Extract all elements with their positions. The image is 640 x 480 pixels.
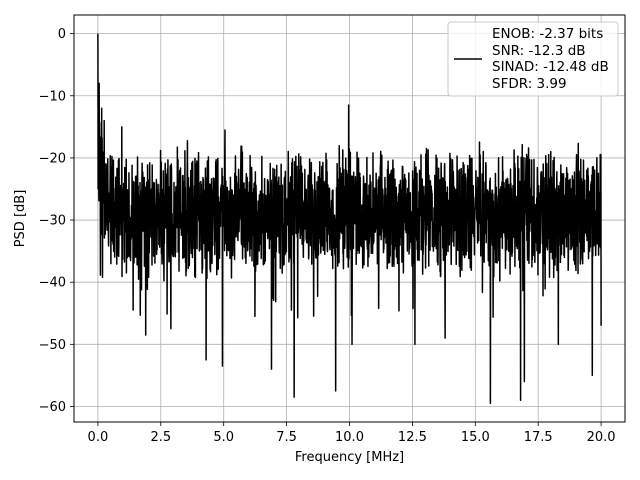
legend-box bbox=[447, 21, 619, 97]
x-tick-label: 7.5 bbox=[276, 430, 297, 445]
series-group bbox=[97, 33, 602, 405]
y-tick-label: −10 bbox=[39, 89, 66, 104]
x-axis-label: Frequency [MHz] bbox=[295, 450, 404, 465]
y-tick-label: −40 bbox=[39, 276, 66, 291]
x-tick-label: 20.0 bbox=[587, 430, 616, 445]
y-tick-label: −30 bbox=[39, 214, 66, 229]
y-tick-label: −50 bbox=[39, 338, 66, 353]
legend-entry-sfdr: SFDR: 3.99 bbox=[492, 76, 567, 92]
x-tick-label: 12.5 bbox=[398, 430, 427, 445]
x-tick-label: 5.0 bbox=[213, 430, 234, 445]
series-line bbox=[97, 33, 602, 405]
x-axis: 0.0 2.5 5.0 7.5 10.0 12.5 15.0 17.5 20.0 bbox=[88, 422, 616, 445]
y-tick-label: 0 bbox=[58, 27, 66, 42]
legend-entry-sinad: SINAD: -12.48 dB bbox=[492, 59, 609, 75]
x-tick-label: 0.0 bbox=[88, 430, 109, 445]
y-tick-label: −20 bbox=[39, 151, 66, 166]
legend: ENOB: -2.37 bits SNR: -12.3 dB SINAD: -1… bbox=[447, 21, 619, 97]
y-axis-label: PSD [dB] bbox=[13, 190, 28, 248]
legend-entry-snr: SNR: -12.3 dB bbox=[492, 43, 586, 59]
x-tick-label: 15.0 bbox=[461, 430, 490, 445]
y-tick-label: −60 bbox=[39, 400, 66, 415]
legend-entry-enob: ENOB: -2.37 bits bbox=[492, 26, 603, 42]
y-axis: 0 −10 −20 −30 −40 −50 −60 bbox=[39, 27, 74, 415]
x-tick-label: 10.0 bbox=[335, 430, 364, 445]
x-tick-label: 2.5 bbox=[150, 430, 171, 445]
x-tick-label: 17.5 bbox=[524, 430, 553, 445]
